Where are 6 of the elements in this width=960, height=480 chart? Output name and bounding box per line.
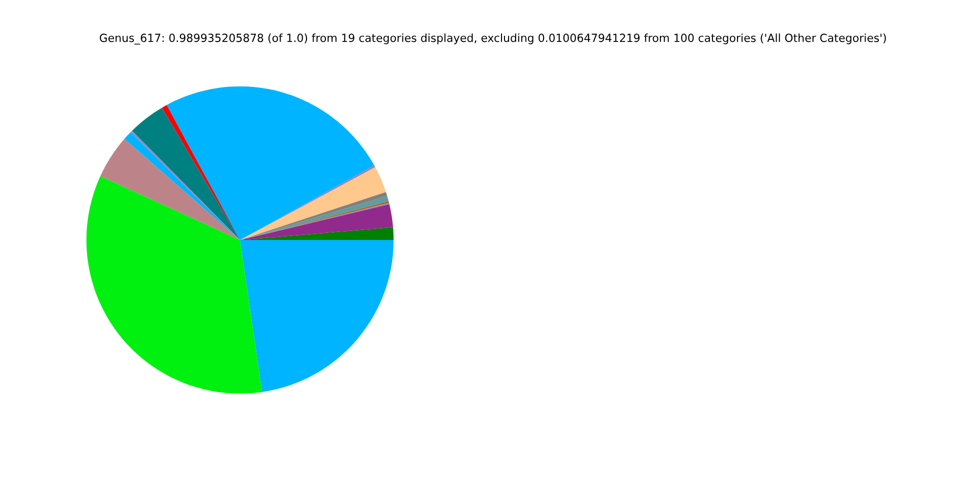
text: Genus_617: 0.989935205878 (of 1.0) from 19 categories displayed, excluding 0.0100647941219 from 100 categories ('All Other Categories') bbox=[100, 33, 886, 45]
pie-slice bbox=[100, 138, 240, 240]
pie-slice bbox=[162, 105, 240, 240]
pie-slice bbox=[132, 108, 240, 240]
pie-slice bbox=[240, 227, 394, 240]
pie-slice bbox=[86, 176, 262, 394]
